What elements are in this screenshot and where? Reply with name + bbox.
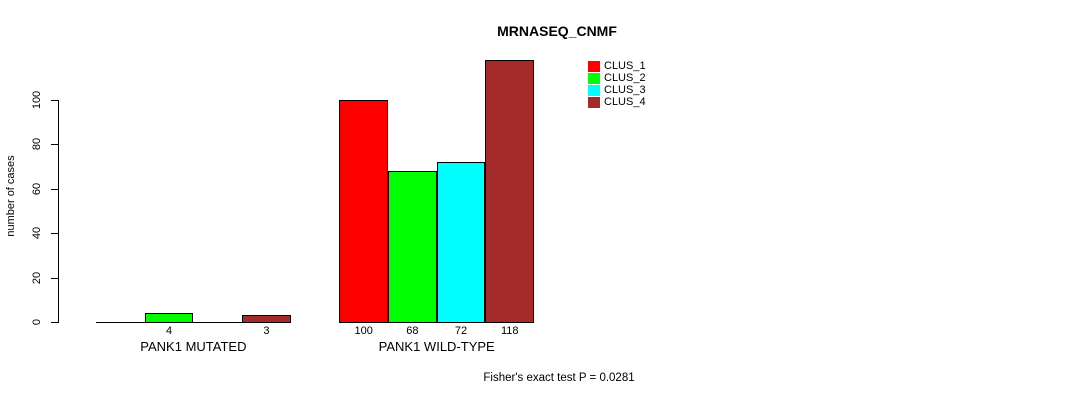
y-axis-tick-label: 100 xyxy=(31,90,43,110)
y-axis-tick xyxy=(51,322,58,323)
group-baseline xyxy=(96,322,291,323)
bar-value-label: 3 xyxy=(263,325,270,337)
y-axis-line xyxy=(58,100,59,323)
bar-value-label: 68 xyxy=(406,325,419,337)
bar-clus_4 xyxy=(242,315,291,323)
legend: CLUS_1 CLUS_2 CLUS_3 CLUS_4 xyxy=(588,60,646,109)
legend-item: CLUS_1 xyxy=(588,60,646,72)
y-axis-tick xyxy=(51,188,58,190)
legend-swatch-icon xyxy=(588,97,600,109)
bar-value-label: 4 xyxy=(165,325,173,337)
y-axis-tick xyxy=(51,100,58,101)
legend-label: CLUS_4 xyxy=(604,96,646,109)
y-axis-tick xyxy=(51,144,58,146)
bar-value-label: 100 xyxy=(354,325,373,337)
legend-item: CLUS_4 xyxy=(588,97,646,109)
chart-title: MRNASEQ_CNMF xyxy=(497,23,617,39)
bar-clus_4 xyxy=(485,60,535,323)
legend-item: CLUS_3 xyxy=(588,84,646,96)
bar-clus_3 xyxy=(436,162,486,323)
group-label: PANK1 MUTATED xyxy=(140,339,247,354)
y-axis-tick xyxy=(51,233,58,235)
legend-swatch-icon xyxy=(588,60,600,72)
bar-value-label: 118 xyxy=(500,325,519,337)
legend-swatch-icon xyxy=(588,84,600,96)
y-axis-tick-label: 0 xyxy=(31,318,43,326)
y-axis-tick-label: 20 xyxy=(31,271,43,284)
group-label: PANK1 WILD-TYPE xyxy=(378,339,495,354)
bar-value-label: 72 xyxy=(454,325,468,337)
y-axis-tick-label: 40 xyxy=(31,227,43,240)
bar-clus_1 xyxy=(339,100,388,323)
legend-label: CLUS_3 xyxy=(604,83,646,96)
legend-item: CLUS_2 xyxy=(588,72,646,84)
fisher-test-note: Fisher's exact test P = 0.0281 xyxy=(483,372,635,384)
y-axis-label: number of cases xyxy=(5,155,17,237)
legend-swatch-icon xyxy=(588,72,600,84)
bar-clus_2 xyxy=(144,313,194,323)
bar-clus_2 xyxy=(388,171,437,323)
y-axis-tick-label: 60 xyxy=(31,182,43,195)
y-axis-tick xyxy=(51,277,58,279)
y-axis-tick-label: 80 xyxy=(31,138,43,151)
legend-label: CLUS_1 xyxy=(604,59,646,72)
legend-label: CLUS_2 xyxy=(604,71,646,84)
